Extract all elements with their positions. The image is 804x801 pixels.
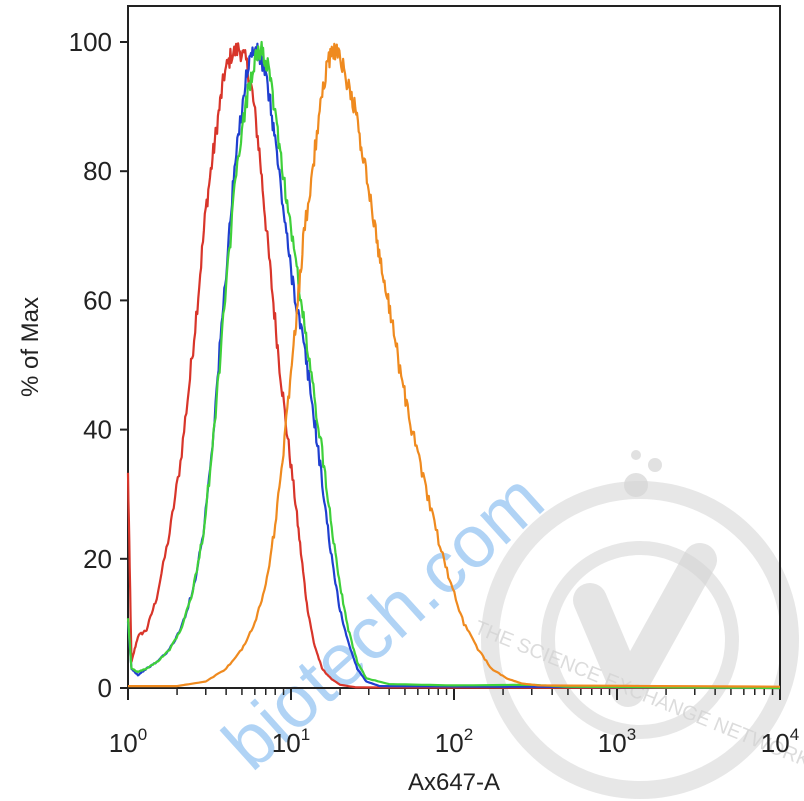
y-tick-label: 0 <box>98 673 112 703</box>
x-tick-base: 10 <box>598 728 627 758</box>
x-axis-title: Ax647-A <box>408 769 500 796</box>
x-tick-label: 104 <box>761 725 799 758</box>
y-axis-title: % of Max <box>17 297 44 397</box>
x-tick-exponent: 1 <box>301 725 310 744</box>
x-tick-base: 10 <box>761 728 790 758</box>
histogram-series-line <box>126 40 781 690</box>
x-tick-base: 10 <box>272 728 301 758</box>
x-axis: 100 101 102 103 104 <box>109 688 799 758</box>
x-tick-exponent: 4 <box>790 725 799 744</box>
y-tick-label: 80 <box>83 156 112 186</box>
y-tick-label: 100 <box>69 27 112 57</box>
histogram-series-line <box>128 42 781 688</box>
y-axis: 0 20 40 60 80 100 <box>69 27 128 703</box>
x-tick-base: 10 <box>435 728 464 758</box>
x-tick-label: 102 <box>435 725 473 758</box>
x-tick-label: 100 <box>109 725 147 758</box>
histogram-series-line <box>126 42 781 690</box>
y-tick-label: 60 <box>83 285 112 315</box>
x-tick-exponent: 0 <box>138 725 147 744</box>
plot-series <box>126 40 781 690</box>
x-tick-exponent: 2 <box>464 725 473 744</box>
x-tick-label: 103 <box>598 725 636 758</box>
x-tick-base: 10 <box>109 728 138 758</box>
x-tick-label: 101 <box>272 725 310 758</box>
y-tick-label: 20 <box>83 544 112 574</box>
x-tick-exponent: 3 <box>627 725 636 744</box>
y-tick-label: 40 <box>83 415 112 445</box>
watermark-url-text: biotech.com <box>207 457 559 786</box>
